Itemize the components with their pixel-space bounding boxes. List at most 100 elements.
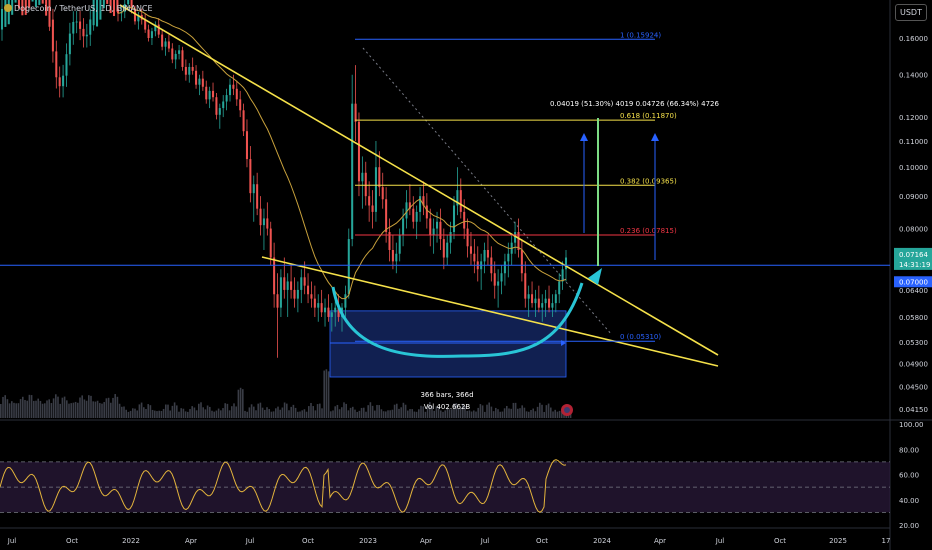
candle-body [548, 298, 551, 308]
volume-bar [202, 407, 204, 418]
volume-bar [554, 409, 556, 418]
candle-body [157, 24, 160, 35]
volume-bar [83, 399, 86, 418]
volume-bar [545, 405, 548, 418]
volume-bar [550, 407, 552, 418]
volume-bar [118, 403, 121, 418]
volume-bar [294, 407, 297, 418]
volume-bar [319, 403, 321, 418]
volume-bar [147, 404, 149, 418]
rsi-tick-label: 40.00 [899, 497, 919, 505]
history-candle-body [68, 33, 71, 55]
candle-body [551, 303, 554, 308]
volume-bar [151, 409, 154, 418]
volume-bar [378, 405, 380, 418]
volume-bar [312, 406, 314, 418]
currency-button[interactable]: USDT [895, 4, 927, 21]
current-price-label: 0.07164 [899, 251, 928, 259]
volume-bar [246, 411, 248, 418]
candle-body [364, 172, 367, 197]
volume-bar [189, 409, 191, 418]
volume-bar [561, 411, 563, 418]
history-candle-body [31, 0, 34, 2]
candle-body [127, 0, 130, 5]
countdown-label: 14:31:19 [899, 261, 930, 269]
volume-bar [422, 406, 424, 418]
volume-bar [510, 408, 512, 418]
candle-body [300, 277, 303, 290]
volume-bar [464, 405, 466, 418]
rsi-tick-label: 60.00 [899, 472, 919, 480]
candle-body [245, 131, 248, 160]
volume-bar [121, 406, 123, 418]
price-tick-label: 0.05300 [899, 339, 928, 347]
volume-bar [431, 406, 433, 418]
candle-body [503, 261, 506, 274]
history-candle-body [0, 8, 4, 30]
candle-body [249, 159, 252, 194]
volume-bar [323, 370, 325, 418]
volume-bar [367, 405, 369, 418]
volume-bars [0, 369, 572, 418]
volume-bar [275, 408, 277, 418]
level-price-tag [894, 276, 932, 288]
volume-bar [495, 407, 497, 418]
volume-bar [239, 387, 242, 418]
candle-body [419, 196, 422, 212]
candle-body [531, 294, 534, 304]
candle-body [184, 66, 187, 75]
volume-bar [411, 409, 413, 418]
history-candle-body [102, 0, 105, 9]
candle-body [293, 289, 296, 299]
candle-body [402, 218, 405, 236]
candle-body [154, 24, 157, 32]
volume-bar [468, 410, 471, 418]
volume-bar [470, 411, 473, 418]
volume-bar [48, 399, 50, 418]
candle-body [357, 121, 360, 182]
time-axis-label: 2023 [359, 537, 377, 545]
volume-bar [2, 396, 4, 418]
volume-bar [536, 406, 539, 418]
volume-bar [385, 411, 387, 418]
candle-body [313, 298, 316, 308]
volume-bar [433, 410, 435, 418]
volume-bar [28, 394, 31, 418]
measure-arrowhead-a [580, 133, 588, 141]
volume-bar [488, 402, 490, 418]
candle-body [310, 294, 313, 299]
candle-body [554, 294, 557, 304]
volume-bar [110, 402, 112, 418]
history-candle-body [62, 75, 65, 87]
candle-body [276, 294, 279, 308]
candle-body [385, 199, 388, 233]
candle-body [374, 167, 377, 212]
candle-body [544, 298, 547, 304]
volume-bar [466, 410, 468, 418]
rsi-tick-label: 80.00 [899, 446, 919, 454]
history-candle-body [14, 0, 17, 3]
price-tick-label: 0.09000 [899, 193, 928, 201]
volume-bar [448, 409, 451, 418]
volume-bar [442, 411, 444, 418]
candle-body [307, 285, 310, 295]
volume-bar [140, 402, 143, 418]
price-tick-label: 0.04150 [899, 406, 928, 414]
candle-body [446, 242, 449, 258]
candle-body [561, 269, 564, 282]
candle-body [290, 281, 293, 290]
measure-arrowhead-b [651, 133, 659, 141]
candle-body [283, 277, 286, 290]
volume-bar [253, 406, 255, 418]
candle-body [449, 232, 452, 243]
volume-bar [233, 403, 235, 418]
volume-bar [301, 410, 303, 418]
candle-body [324, 307, 327, 313]
candle-body [215, 97, 218, 115]
volume-bar [556, 411, 559, 418]
cup-curve [331, 282, 584, 358]
volume-bar [541, 404, 543, 418]
volume-bar [237, 389, 240, 418]
volume-bar [187, 411, 189, 418]
